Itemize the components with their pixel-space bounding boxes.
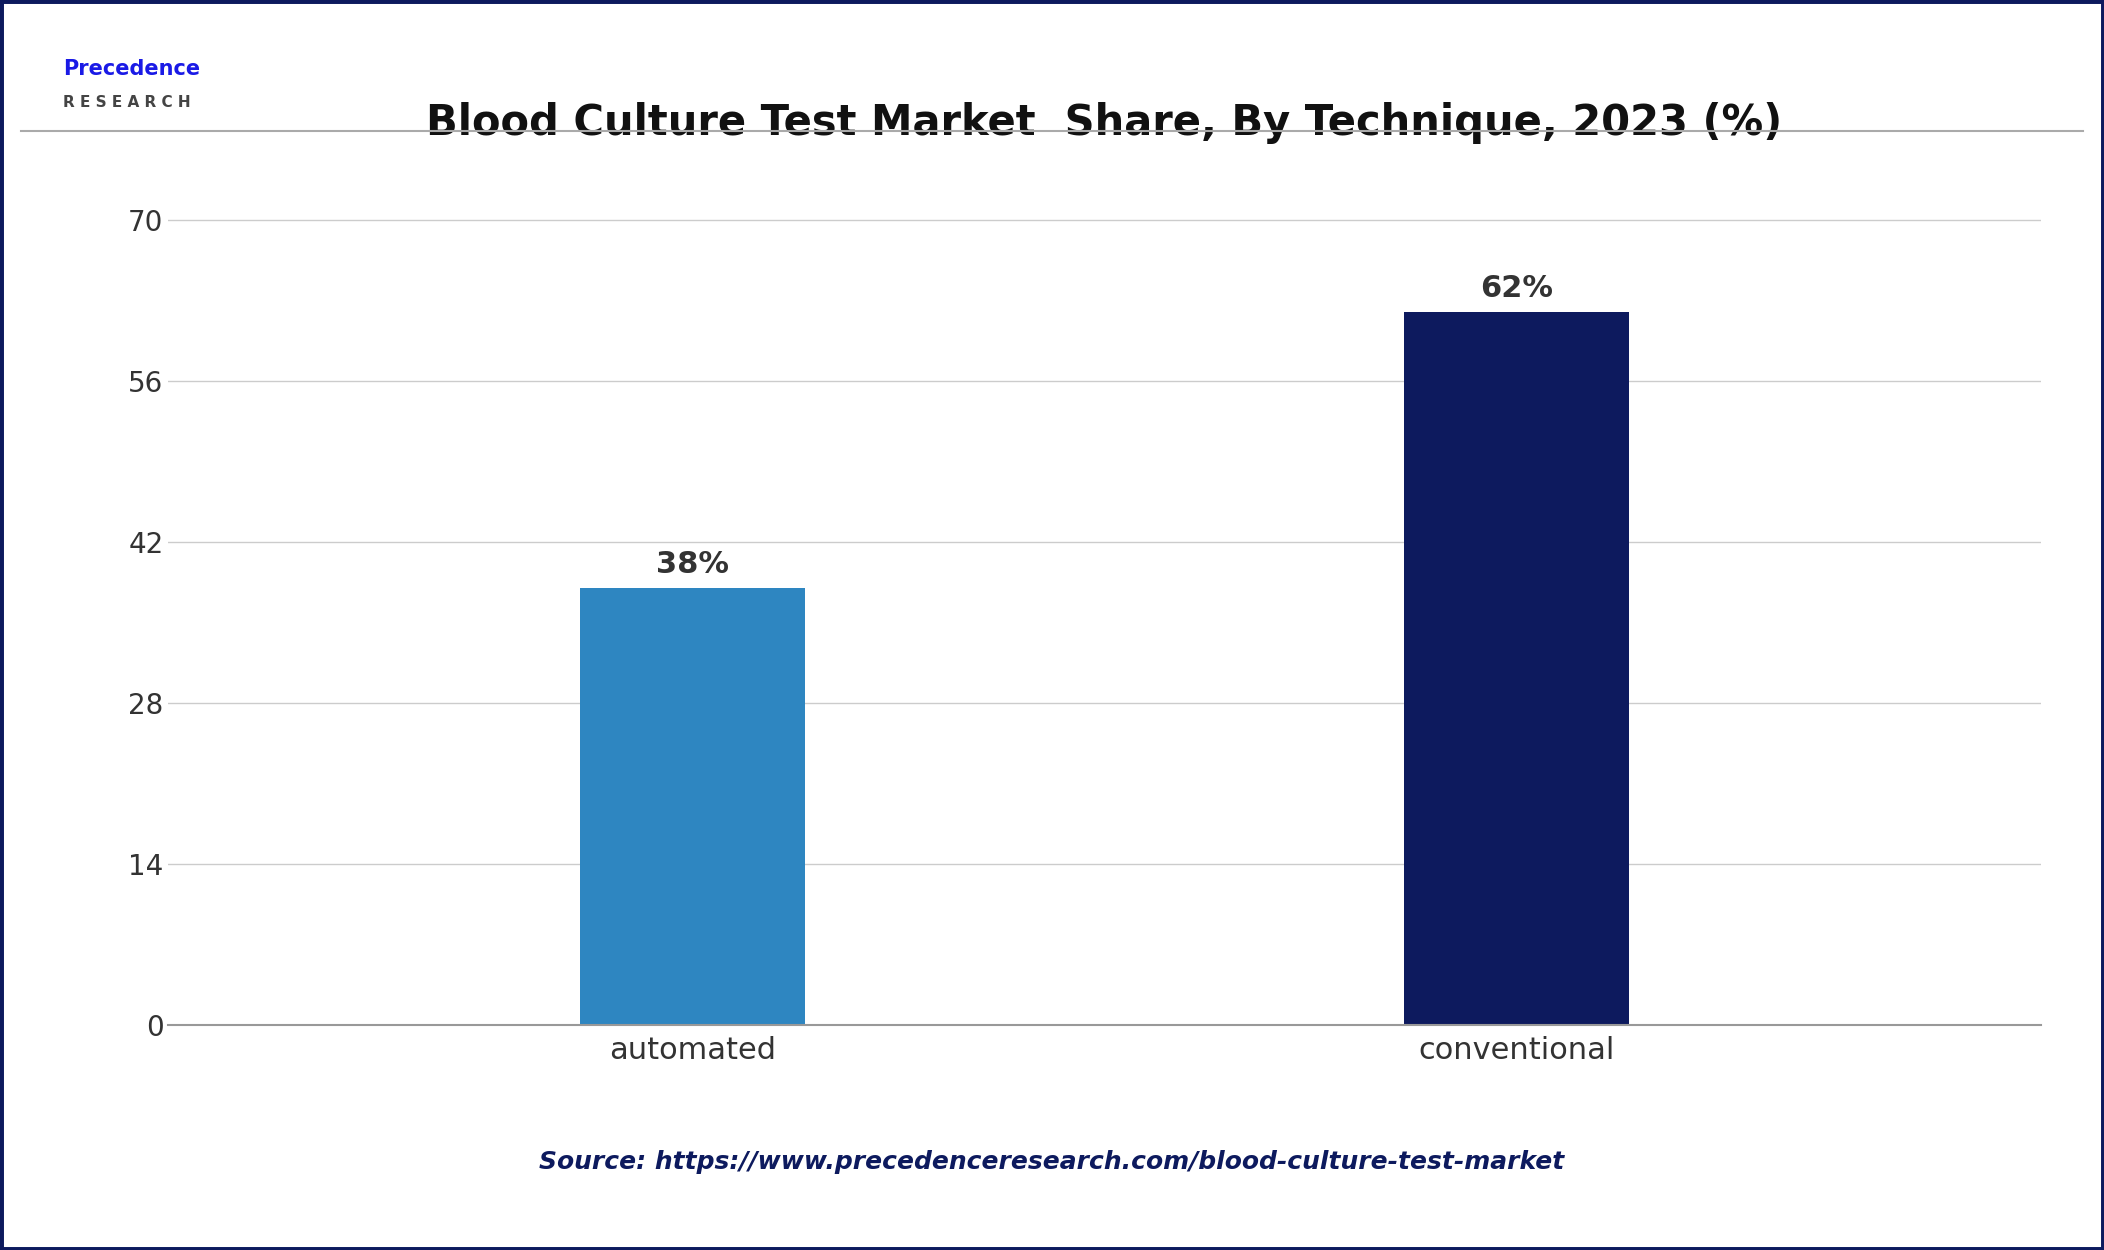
Bar bbox=[1403, 312, 1628, 1025]
Text: Precedence: Precedence bbox=[63, 59, 200, 79]
Text: 38%: 38% bbox=[656, 550, 730, 579]
Text: Source: https://www.precedenceresearch.com/blood-culture-test-market: Source: https://www.precedenceresearch.c… bbox=[539, 1150, 1565, 1175]
Text: R E S E A R C H: R E S E A R C H bbox=[63, 95, 191, 110]
Bar bbox=[581, 588, 806, 1025]
Text: 62%: 62% bbox=[1479, 274, 1553, 302]
Title: Blood Culture Test Market  Share, By Technique, 2023 (%): Blood Culture Test Market Share, By Tech… bbox=[427, 101, 1782, 144]
